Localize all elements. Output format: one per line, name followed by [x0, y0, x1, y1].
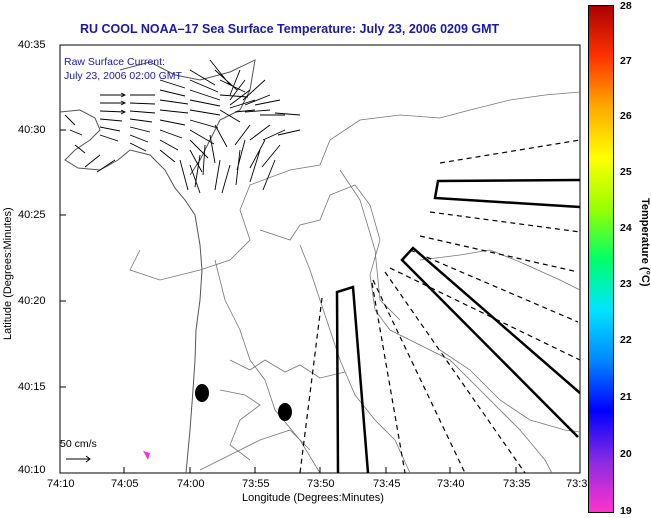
scale-arrow [66, 455, 91, 463]
scale-label: 50 cm/s [60, 438, 97, 450]
y-tick-label: 40:10 [18, 464, 46, 476]
colorbar-title: Temperature (°C) [639, 198, 651, 287]
map-title: RU COOL NOAA–17 Sea Surface Temperature:… [80, 22, 500, 36]
colorbar-tick: 28 [620, 0, 632, 12]
x-tick-label: 73:45 [373, 478, 401, 490]
coastline [59, 109, 203, 474]
colorbar-tick: 19 [620, 505, 632, 517]
x-tick-label: 74:00 [177, 478, 205, 490]
y-axis-title: Latitude (Degrees:Minutes) [2, 207, 14, 340]
y-tick-label: 40:35 [18, 39, 46, 51]
y-tick-label: 40:20 [18, 295, 46, 307]
current-annotation-line2: July 23, 2006 02:00 GMT [64, 70, 182, 82]
bathymetry-contours [129, 91, 581, 474]
y-tick-label: 40:30 [18, 124, 46, 136]
sst-patch [143, 451, 150, 460]
y-tick-label: 40:25 [18, 209, 46, 221]
x-tick-label: 73:40 [437, 478, 465, 490]
x-axis-title: Longitude (Degrees:Minutes) [242, 492, 384, 504]
colorbar-tick: 22 [620, 334, 632, 346]
station-marker [195, 384, 209, 402]
plot-frame [59, 44, 581, 474]
temperature-colorbar [588, 5, 614, 513]
shoreline-inner [119, 59, 256, 176]
station-marker [278, 403, 292, 421]
x-tick-label: 73:35 [503, 478, 531, 490]
x-tick-label: 73:3 [566, 478, 588, 490]
colorbar-tick: 26 [620, 110, 632, 122]
current-vectors [64, 59, 301, 194]
survey-boxes [335, 178, 581, 474]
x-tick-label: 73:55 [242, 478, 270, 490]
colorbar-tick: 25 [620, 166, 632, 178]
current-annotation-line1: Raw Surface Current: [64, 56, 165, 68]
colorbar-tick: 21 [620, 391, 632, 403]
colorbar-tick: 20 [620, 448, 632, 460]
survey-lines-dashed [299, 139, 581, 474]
x-tick-label: 73:50 [307, 478, 335, 490]
axis-ticks [59, 44, 517, 474]
y-tick-label: 40:15 [18, 381, 46, 393]
x-tick-label: 74:05 [111, 478, 139, 490]
colorbar-tick: 24 [620, 222, 632, 234]
colorbar-tick: 27 [620, 55, 632, 67]
x-tick-label: 74:10 [47, 478, 75, 490]
colorbar-tick: 23 [620, 278, 632, 290]
